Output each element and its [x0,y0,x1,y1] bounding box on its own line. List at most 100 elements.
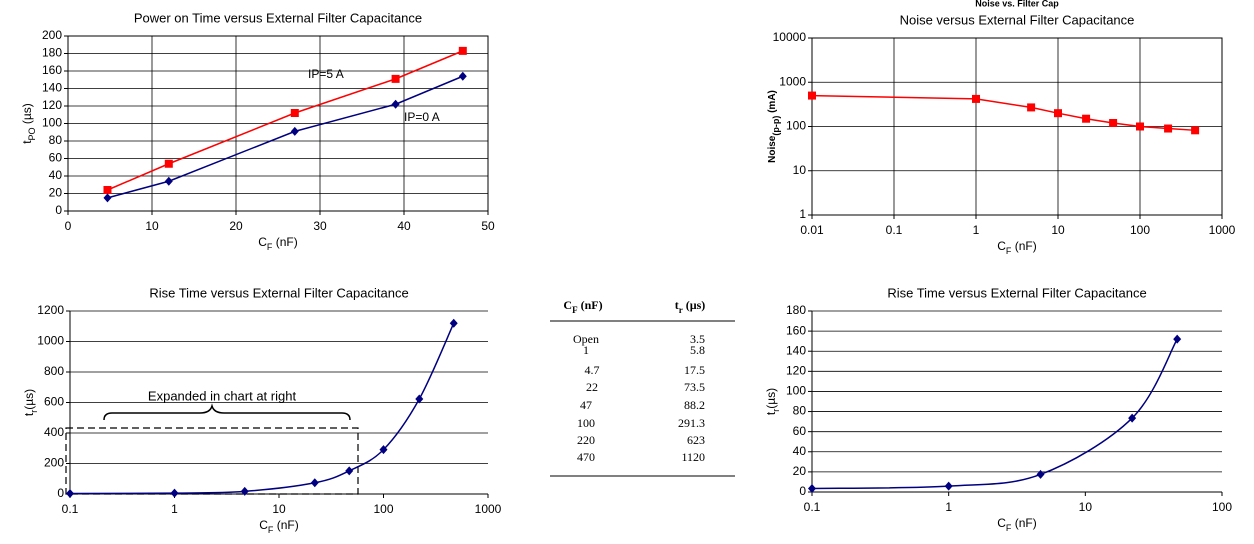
y-tick-label: 400 [44,425,64,439]
x-axis-label: CF (nF) [259,518,299,535]
y-tick-label: 1200 [37,303,64,317]
y-axis-label-part: (µs) [22,389,36,410]
y-axis-label: Noise(p-p) (mA) [767,90,782,163]
y-axis-label-part: t [22,412,36,416]
marker [458,71,467,81]
x-tick-label: 50 [481,219,495,233]
x-axis-label-part: F [1006,523,1012,533]
table-header: CF (nF) [563,298,602,315]
y-axis-label-part: (p-p) [771,116,781,136]
x-tick-label: 1 [973,223,980,237]
table-cell: 5.8 [690,343,705,357]
series-line [811,338,1178,490]
y-tick-label: 10000 [773,30,807,44]
y-tick-label: 200 [44,456,64,470]
x-tick-label: 0 [65,219,72,233]
y-axis-label-part: (µs) [20,103,34,127]
x-axis-label: CF (nF) [258,235,298,252]
y-tick-label: 140 [786,343,806,357]
table-header-part: t [675,298,679,312]
marker [1191,126,1200,135]
marker [972,94,980,103]
marker [290,109,299,117]
expanded-region [65,427,359,495]
chart-title: Noise versus External Filter Capacitance [900,12,1135,27]
x-axis-label-part: (nF) [272,235,297,249]
x-axis-label-part: F [268,525,274,535]
y-tick-label: 80 [49,133,63,147]
table-cell: 88.2 [684,398,705,412]
marker [1036,469,1045,479]
y-tick-label: 0 [799,484,806,498]
marker [391,74,400,83]
table-cell: 22 [586,380,598,394]
table-cell: 1120 [681,450,705,464]
x-tick-label: 0.01 [800,223,824,237]
y-tick-label: 100 [786,384,806,398]
y-axis-label-part: t [764,411,778,415]
marker [1109,118,1118,127]
y-tick-label: 40 [49,168,63,182]
marker [1173,334,1182,344]
x-tick-label: 1 [171,502,178,516]
y-tick-label: 180 [42,46,62,60]
y-tick-label: 60 [793,424,807,438]
table-cell: 3.5 [690,332,705,346]
y-tick-label: 20 [49,186,63,200]
marker [1027,103,1036,112]
x-axis-label-part: F [267,242,273,252]
x-axis-label-part: (nF) [1011,239,1036,253]
x-tick-label: 10 [1079,500,1093,514]
marker [458,46,467,55]
y-tick-label: 600 [44,395,64,409]
marker [345,466,354,476]
x-tick-label: 10 [272,502,286,516]
marker [1164,124,1173,133]
x-tick-label: 0.1 [886,223,903,237]
x-tick-label: 0.1 [804,500,821,514]
table-cell: 17.5 [684,363,705,377]
table-header-part: (µs) [683,298,706,312]
y-axis-label-part: (mA) [767,90,778,116]
y-axis-label-part: t [20,140,34,144]
x-tick-label: 100 [373,502,393,516]
marker [164,159,173,168]
table-cell: 1 [583,343,589,357]
brace [103,403,351,421]
x-axis-label-part: C [258,235,267,249]
y-tick-label: 120 [42,98,62,112]
table-header: tr (µs) [675,298,706,315]
chart-title: Rise Time versus External Filter Capacit… [887,285,1146,300]
marker [240,486,249,496]
marker [415,394,424,404]
x-tick-label: 100 [1212,500,1232,514]
chart-suptitle: Noise vs. Filter Cap [975,0,1059,8]
x-tick-label: 40 [397,219,411,233]
x-tick-label: 100 [1130,223,1150,237]
table-header-part: (nF) [578,298,603,312]
x-tick-label: 10 [1051,223,1065,237]
y-tick-label: 160 [42,63,62,77]
x-axis-label-part: F [1006,246,1012,256]
x-tick-label: 0.1 [62,502,79,516]
y-tick-label: 200 [42,28,62,42]
marker [164,176,173,186]
marker [449,318,458,328]
table-cell: 291.3 [678,416,705,430]
y-tick-label: 60 [49,151,63,165]
table-cell: 73.5 [684,380,705,394]
y-axis-label: tPO (µs) [20,103,37,144]
y-tick-label: 1000 [37,334,64,348]
table-header-part: F [572,305,578,315]
x-tick-label: 1 [945,500,952,514]
y-tick-label: 120 [786,364,806,378]
table-header-part: r [679,305,683,315]
y-tick-label: 0 [55,203,62,217]
chart-title: Power on Time versus External Filter Cap… [134,10,422,25]
marker [66,488,74,498]
marker [1128,413,1137,423]
marker [170,488,179,498]
y-tick-label: 100 [42,116,62,130]
marker [103,186,112,194]
